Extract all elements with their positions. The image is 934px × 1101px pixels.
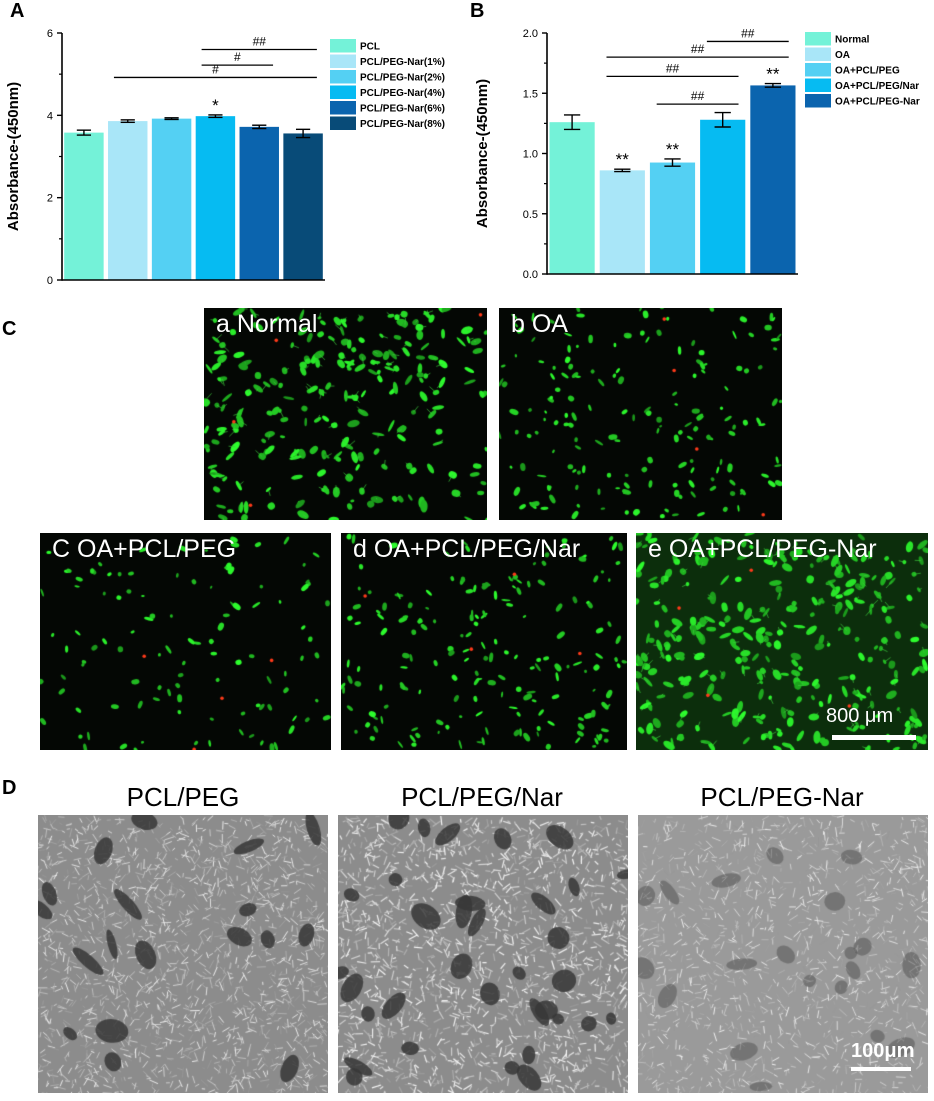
sem-title-pcl-peg: PCL/PEG — [126, 782, 240, 812]
fluorescence-image-oa: b OA — [499, 308, 782, 520]
sem-image-pcl-peg-nar-conjugate: 100μm — [638, 815, 928, 1093]
chart-a: *####0246Absorbance-(450nm)PCLPCL/PEG-Na… — [5, 28, 445, 287]
y-axis-label: Absorbance-(450nm) — [5, 82, 22, 231]
significance-bracket-label: # — [234, 50, 241, 64]
legend-label: OA+PCL/PEG — [835, 66, 900, 77]
legend-label: PCL/PEG-Nar(6%) — [360, 104, 445, 115]
y-tick-label: 1.5 — [523, 88, 538, 100]
y-tick-label: 4 — [47, 110, 53, 122]
bar — [599, 170, 645, 274]
legend-label: OA — [835, 50, 850, 61]
panel-letter-b: B — [470, 0, 485, 22]
legend-label: PCL — [360, 42, 380, 53]
y-axis-label: Absorbance-(450nm) — [474, 79, 491, 228]
y-tick-label: 0.0 — [523, 269, 538, 281]
fluorescence-image-oa-pcl-peg-nar-blend: d OA+PCL/PEG/Nar — [341, 533, 627, 750]
legend-label: PCL/PEG-Nar(1%) — [360, 57, 445, 68]
sem-title-pcl-peg-nar-conjugate: PCL/PEG-Nar — [700, 782, 864, 812]
sem-title-pcl-peg-nar-blend: PCL/PEG/Nar — [401, 782, 563, 812]
legend-swatch — [330, 101, 356, 115]
chart-b: ** ** ** ## ## ## ## 0.0 0.5 1.0 1.5 2.0 Absorbance-… — [474, 26, 920, 281]
y-tick-label: 1.0 — [523, 149, 538, 161]
legend-swatch — [330, 116, 356, 130]
y-tick-label: 0 — [47, 275, 53, 287]
panel-letter-d: D — [2, 777, 17, 799]
legend-label: PCL/PEG-Nar(4%) — [360, 88, 445, 99]
fluorescence-scale-bar — [832, 735, 916, 740]
y-tick-label: 0.5 — [523, 209, 538, 221]
fluorescence-image-oa-pcl-peg-nar-conjugate: e OA+PCL/PEG-Nar 800 μm — [636, 533, 928, 750]
y-tick-label: 6 — [47, 28, 53, 40]
bar — [151, 118, 192, 280]
fluorescence-label-oa-pcl-peg: C OA+PCL/PEG — [52, 535, 237, 563]
bar — [549, 122, 595, 274]
fluorescence-scale-label: 800 μm — [826, 705, 894, 727]
sem-image-pcl-peg-nar-blend — [338, 815, 628, 1093]
legend-swatch — [805, 47, 831, 61]
fluorescence-label-normal: a Normal — [216, 310, 318, 338]
legend-swatch — [330, 39, 356, 53]
legend-swatch — [805, 32, 831, 46]
significance-label: ** — [616, 150, 630, 169]
y-tick-label: 2 — [47, 193, 53, 205]
significance-bracket-label: # — [212, 62, 219, 76]
bar — [108, 121, 148, 280]
legend-swatch — [805, 63, 831, 77]
panel-letter-c: C — [2, 318, 17, 340]
sem-image-pcl-peg — [38, 815, 328, 1093]
sem-scale-label: 100μm — [851, 1040, 915, 1062]
legend-label: PCL/PEG-Nar(8%) — [360, 119, 445, 130]
fluorescence-label-oa: b OA — [511, 310, 568, 338]
bar — [700, 119, 746, 274]
legend-swatch — [330, 70, 356, 84]
legend-label: OA+PCL/PEG/Nar — [835, 81, 919, 92]
legend-label: PCL/PEG-Nar(2%) — [360, 73, 445, 84]
significance-bracket-label: ## — [666, 61, 680, 75]
panel-letter-a: A — [10, 0, 25, 22]
fluorescence-label-oa-pcl-peg-nar-blend: d OA+PCL/PEG/Nar — [353, 535, 581, 563]
significance-label: ** — [766, 65, 780, 84]
bar — [195, 116, 236, 280]
bar — [750, 85, 796, 274]
y-tick-label: 2.0 — [523, 28, 538, 40]
fluorescence-label-oa-pcl-peg-nar-conjugate: e OA+PCL/PEG-Nar — [648, 535, 877, 563]
significance-bracket-label: ## — [691, 89, 705, 103]
bar — [239, 126, 279, 280]
significance-bracket-label: ## — [741, 26, 755, 40]
bar — [64, 132, 104, 280]
legend-label: OA+PCL/PEG-Nar — [835, 97, 920, 108]
fluorescence-image-oa-pcl-peg: C OA+PCL/PEG — [40, 533, 331, 750]
significance-bracket-label: ## — [253, 34, 267, 48]
legend-label: Normal — [835, 35, 870, 46]
significance-label: ** — [666, 140, 680, 159]
significance-bracket-label: ## — [691, 42, 705, 56]
fluorescence-image-normal: a Normal — [204, 308, 487, 520]
legend-swatch — [805, 78, 831, 92]
legend-swatch — [330, 54, 356, 68]
sem-scale-bar — [851, 1067, 911, 1071]
legend-swatch — [330, 85, 356, 99]
bar — [649, 162, 696, 274]
significance-label: * — [212, 96, 219, 115]
legend-swatch — [805, 94, 831, 108]
bar — [283, 133, 323, 280]
